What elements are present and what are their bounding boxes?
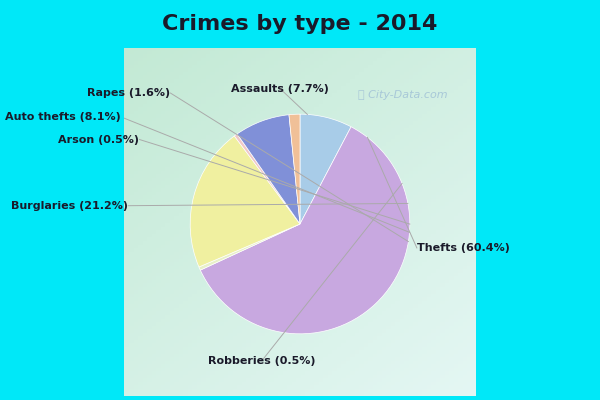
Wedge shape [289,114,300,224]
Text: Auto thefts (8.1%): Auto thefts (8.1%) [5,112,121,122]
Text: Arson (0.5%): Arson (0.5%) [58,134,139,144]
Text: ⓘ City-Data.com: ⓘ City-Data.com [358,90,448,100]
Text: Robberies (0.5%): Robberies (0.5%) [208,356,316,366]
Text: Crimes by type - 2014: Crimes by type - 2014 [163,14,437,34]
Wedge shape [190,136,300,267]
Text: Rapes (1.6%): Rapes (1.6%) [88,88,170,98]
Text: Thefts (60.4%): Thefts (60.4%) [417,243,510,253]
Text: Assaults (7.7%): Assaults (7.7%) [232,84,329,94]
Wedge shape [237,115,300,224]
Wedge shape [235,134,300,224]
Wedge shape [199,224,300,270]
Wedge shape [200,127,410,334]
Text: Burglaries (21.2%): Burglaries (21.2%) [11,201,128,211]
Wedge shape [300,114,351,224]
